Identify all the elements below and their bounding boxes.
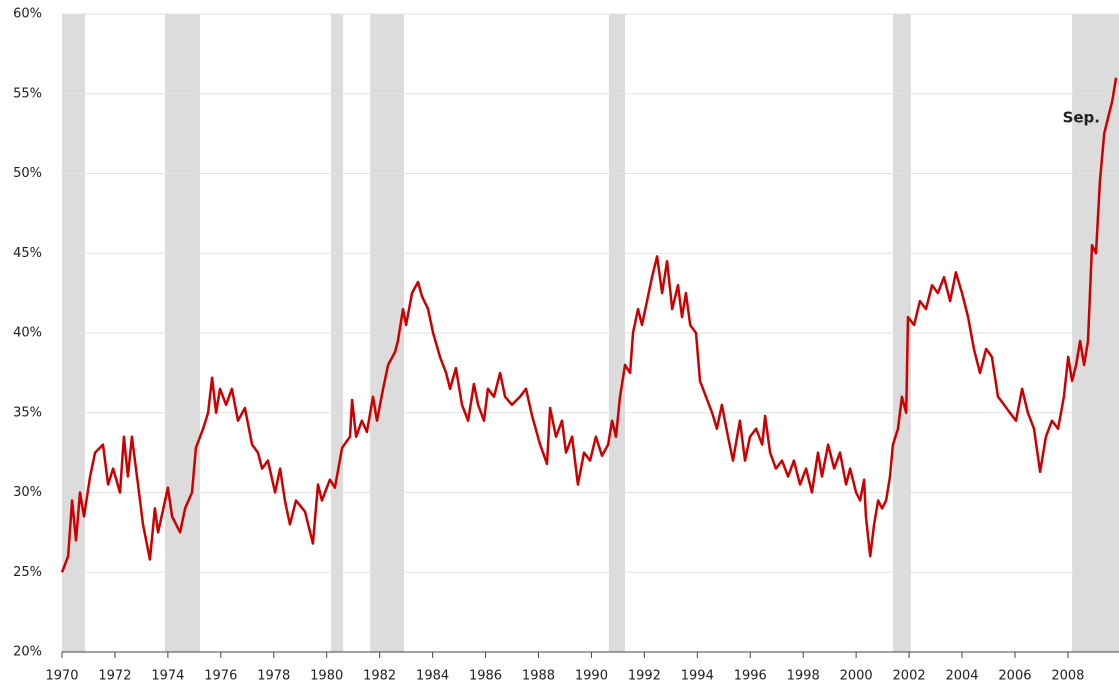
x-tick-label: 2004 (945, 669, 978, 684)
x-tick-label: 1994 (681, 669, 714, 684)
x-tick-label: 1982 (363, 669, 396, 684)
x-tick-label: 2002 (893, 669, 926, 684)
x-tick-label: 1988 (522, 669, 555, 684)
annotation: Sep. (1063, 109, 1100, 127)
y-tick-label: 40% (13, 326, 42, 341)
x-tick-label: 1980 (310, 669, 343, 684)
x-tick-label: 1998 (787, 669, 820, 684)
y-tick-label: 45% (13, 246, 42, 261)
x-tick-label: 1976 (204, 669, 237, 684)
data-line (60, 77, 1118, 573)
y-tick-label: 60% (13, 7, 42, 22)
x-tick-label: 1978 (257, 669, 290, 684)
y-tick-label: 55% (13, 86, 42, 101)
x-tick-label: 2008 (1051, 669, 1084, 684)
x-tick-label: 1984 (416, 669, 449, 684)
x-tick-label: 2000 (840, 669, 873, 684)
x-tick-label: 1974 (151, 669, 184, 684)
y-tick-label: 20% (13, 645, 42, 660)
x-tick-label: 1990 (575, 669, 608, 684)
x-tick-label: 1992 (628, 669, 661, 684)
x-tick-label: 1996 (734, 669, 767, 684)
y-tick-label: 50% (13, 166, 42, 181)
x-tick-label: 2006 (998, 669, 1031, 684)
y-tick-label: 30% (13, 485, 42, 500)
x-tick-label: 1986 (469, 669, 502, 684)
y-tick-label: 35% (13, 405, 42, 420)
x-tick-label: 1970 (45, 669, 78, 684)
y-tick-label: 25% (13, 565, 42, 580)
x-tick-label: 1972 (98, 669, 131, 684)
